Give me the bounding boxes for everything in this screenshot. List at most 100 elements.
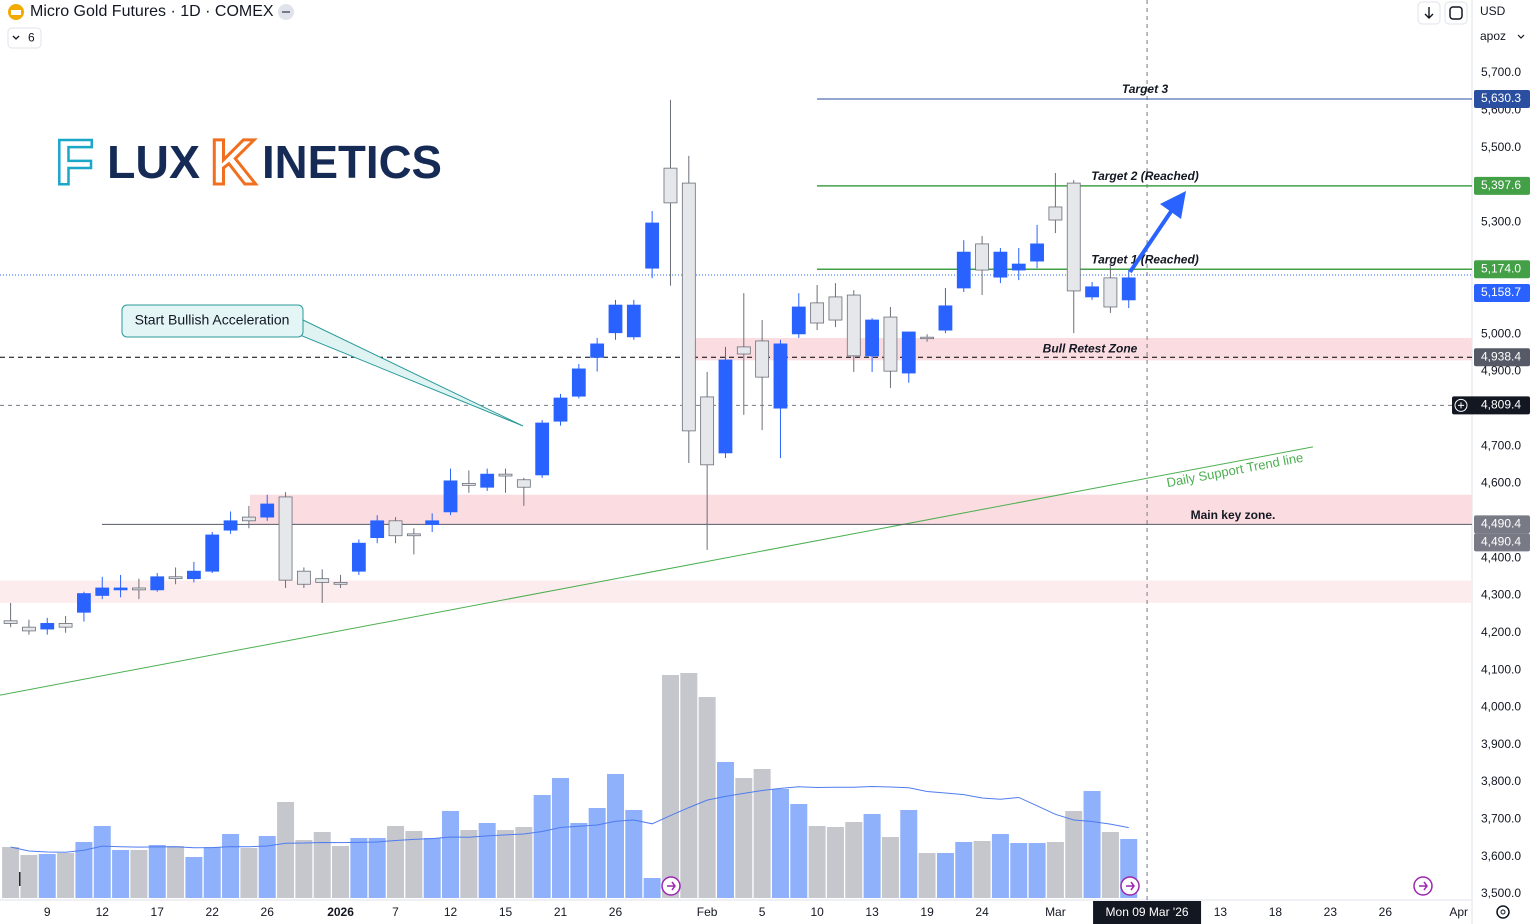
volume-bar: [167, 846, 185, 898]
candle-body: [1011, 263, 1026, 271]
volume-bar: [552, 778, 569, 898]
x-tick-label: 9: [44, 905, 51, 919]
volume-bar: [845, 822, 863, 898]
candle-body: [590, 343, 605, 358]
candle-body: [223, 520, 238, 531]
candle-body: [1085, 286, 1099, 298]
candle-body: [58, 623, 73, 628]
x-tick-label: Feb: [697, 905, 718, 919]
volume-bar: [790, 804, 808, 898]
indicator-toggle[interactable]: [7, 27, 42, 49]
volume-bar: [1010, 843, 1028, 898]
chevron: [12, 35, 20, 40]
candle-body: [186, 570, 201, 580]
event-glyph: [667, 881, 676, 891]
arrow-head: [1160, 191, 1186, 219]
volume-bar: [1028, 843, 1046, 898]
currency[interactable]: USD: [1480, 4, 1506, 18]
price-label: 4,490.4: [1481, 517, 1521, 531]
x-tick-label: 15: [499, 905, 513, 919]
candle-body: [461, 483, 476, 486]
volume-bar: [735, 778, 753, 898]
price-label: 5,158.7: [1481, 285, 1521, 299]
price-label-box: [1474, 515, 1530, 534]
candle-body: [260, 503, 275, 518]
volume-bar: [313, 832, 331, 898]
x-tick-label: 7: [392, 905, 399, 919]
volume-bar: [368, 838, 386, 898]
y-tick-label: 4,400.0: [1481, 550, 1521, 564]
x-tick-label: 12: [96, 905, 110, 919]
volume-bar: [1065, 811, 1083, 898]
volume-bar: [277, 802, 295, 898]
candle-body: [865, 319, 880, 357]
trend-line-label: Daily Support Trend line: [1165, 450, 1304, 491]
volume-bar: [661, 675, 679, 898]
indicator-count: 6: [28, 31, 35, 45]
volume-bar: [295, 840, 313, 898]
candle-body: [553, 397, 568, 422]
candle-body: [700, 396, 715, 466]
callout-pointer: [289, 319, 524, 427]
candle-body: [1030, 243, 1044, 262]
candle-body: [315, 578, 330, 583]
snapshot-button[interactable]: [1444, 1, 1468, 25]
candle-body: [77, 593, 91, 613]
volume-bar: [112, 850, 130, 898]
candle-body: [975, 243, 989, 271]
candle-body: [406, 533, 421, 537]
candle-body: [883, 316, 898, 372]
candle-body: [1103, 277, 1118, 308]
candle-body: [810, 302, 825, 324]
candle-body: [22, 626, 36, 632]
snapshot-icon: [1449, 6, 1463, 20]
x-tick-label: 23: [1324, 905, 1338, 919]
volume-bar: [148, 845, 166, 898]
candle-body: [791, 306, 806, 335]
candle-body: [3, 620, 18, 624]
candle-body: [663, 167, 678, 204]
target-label: Target 2 (Reached): [1091, 169, 1199, 183]
candle-body: [388, 520, 403, 537]
unit-label[interactable]: apoz: [1480, 29, 1506, 43]
event-glyph: [1126, 881, 1135, 891]
candle-body: [132, 587, 146, 591]
candle-body: [296, 570, 311, 585]
y-tick-label: 3,800.0: [1481, 774, 1521, 788]
candle-body: [846, 294, 861, 357]
candle-body: [608, 304, 623, 334]
x-tick-label: Apr: [1449, 905, 1468, 919]
volume-bar: [900, 810, 918, 898]
candle-body: [205, 534, 220, 572]
y-tick-label: 4,000.0: [1481, 700, 1521, 714]
price-label-box: [1474, 283, 1530, 302]
zone: [0, 580, 1472, 603]
x-tick-label: 13: [1214, 905, 1228, 919]
volume-ma: [10, 785, 1129, 853]
volume-bar: [771, 789, 789, 898]
volume-bar: [75, 842, 93, 898]
volume-bar: [863, 814, 881, 898]
x-tick-label: Mon 09 Mar '26: [1106, 905, 1189, 919]
price-label: 4,490.4: [1481, 535, 1521, 549]
symbol-title[interactable]: Micro Gold Futures · 1D · COMEX: [30, 3, 274, 20]
volume-bar: [332, 846, 350, 898]
volume-bar: [203, 847, 221, 898]
volume-bar: [643, 878, 661, 898]
callout-box: [121, 304, 304, 338]
price-label: 5,174.0: [1481, 261, 1521, 275]
volume-bar: [57, 853, 75, 898]
settings-button[interactable]: [1496, 905, 1510, 919]
candle-body: [168, 576, 183, 580]
volume-bar: [423, 838, 441, 898]
candle-body: [150, 576, 165, 591]
candle-body: [938, 305, 953, 331]
y-tick-label: 5,000.0: [1481, 326, 1521, 340]
candle-body: [736, 346, 751, 355]
candle-body: [571, 368, 586, 397]
y-tick-label: 4,100.0: [1481, 662, 1521, 676]
volume-bar: [258, 836, 276, 898]
symbol-icon-bar: [11, 10, 21, 15]
zone: [250, 494, 1472, 525]
